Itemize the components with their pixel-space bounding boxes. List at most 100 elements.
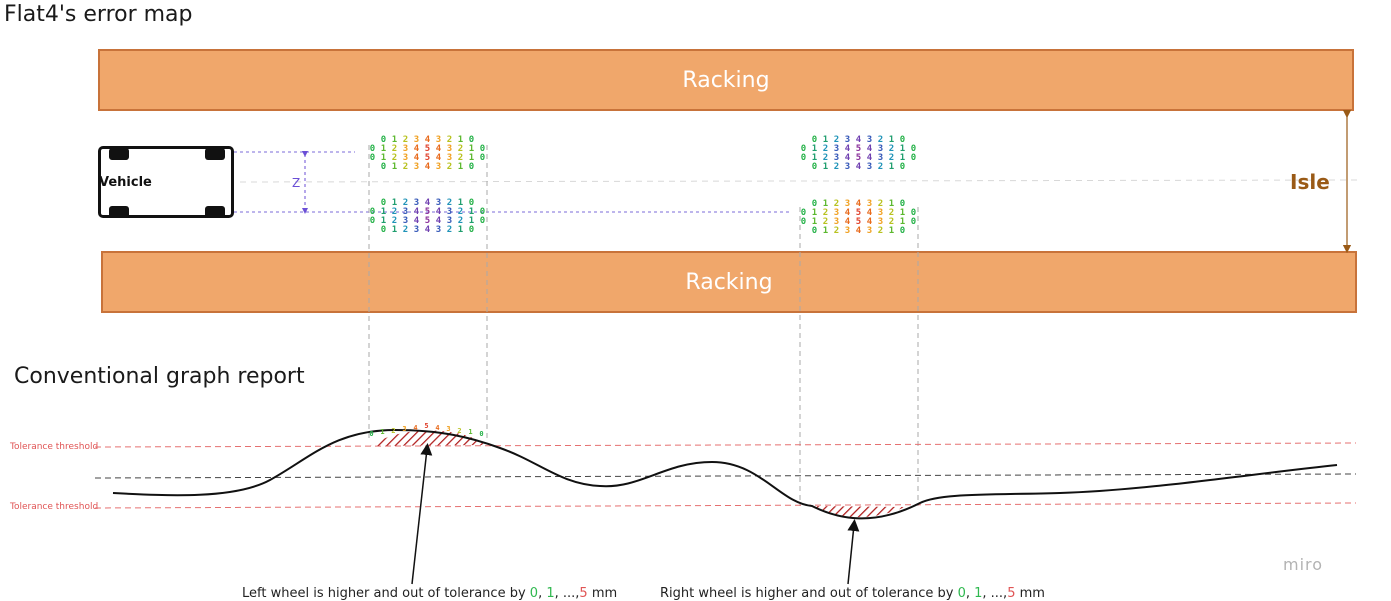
error-value: 4 — [844, 144, 851, 154]
error-value: 0 — [899, 226, 906, 236]
error-value: 1 — [811, 153, 818, 163]
error-value: 3 — [866, 226, 873, 236]
error-value: 4 — [435, 423, 440, 432]
error-value: 0 — [910, 217, 917, 227]
error-value: 5 — [855, 208, 862, 218]
caption-left: Left wheel is higher and out of toleranc… — [242, 586, 617, 601]
error-value: 0 — [479, 153, 486, 163]
error-value: 1 — [457, 225, 464, 235]
error-value: 3 — [413, 135, 420, 145]
error-value: 0 — [468, 162, 475, 172]
caption-left-sep-1: , — [538, 586, 547, 601]
error-value: 3 — [833, 208, 840, 218]
error-value: 4 — [413, 423, 418, 432]
error-value: 2 — [402, 162, 409, 172]
error-value: 0 — [811, 162, 818, 172]
racking-top-label: Racking — [682, 67, 770, 93]
error-value: 2 — [402, 225, 409, 235]
tolerance-label-bottom: Tolerance threshold — [10, 502, 99, 512]
error-value: 2 — [457, 144, 464, 154]
caption-right-unit: mm — [1015, 586, 1045, 601]
error-value: 2 — [833, 199, 840, 209]
error-value: 3 — [402, 207, 409, 217]
error-value: 2 — [822, 217, 829, 227]
error-value: 2 — [822, 144, 829, 154]
error-value: 0 — [811, 135, 818, 145]
caption-left-value-1: 1 — [546, 586, 555, 601]
error-value: 0 — [380, 225, 387, 235]
caption-right-text: Right wheel is higher and out of toleran… — [660, 586, 958, 601]
error-value: 1 — [380, 207, 387, 217]
error-value: 3 — [877, 153, 884, 163]
error-value: 0 — [468, 198, 475, 208]
error-value: 5 — [424, 144, 431, 154]
error-value: 2 — [877, 162, 884, 172]
error-value: 1 — [457, 135, 464, 145]
error-value: 1 — [888, 226, 895, 236]
error-value: 2 — [446, 198, 453, 208]
error-value: 3 — [844, 199, 851, 209]
error-value: 0 — [479, 144, 486, 154]
error-value: 1 — [899, 144, 906, 154]
error-value: 4 — [435, 216, 442, 226]
error-value: 1 — [822, 135, 829, 145]
error-value: 4 — [413, 153, 420, 163]
error-value: 5 — [424, 153, 431, 163]
caption-left-text: Left wheel is higher and out of toleranc… — [242, 586, 530, 601]
profile-curve — [112, 428, 1338, 520]
error-value: 2 — [457, 216, 464, 226]
error-value: 1 — [811, 217, 818, 227]
vehicle-label: Vehicle — [99, 175, 152, 190]
error-value: 2 — [457, 153, 464, 163]
caption-right-value-0: 0 — [957, 586, 966, 601]
error-value: 2 — [877, 135, 884, 145]
error-value: 3 — [402, 144, 409, 154]
error-value: 4 — [855, 135, 862, 145]
error-value: 1 — [822, 199, 829, 209]
error-value: 3 — [402, 153, 409, 163]
caption-left-value-5: 5 — [579, 586, 588, 601]
tolerance-line-top — [94, 442, 1357, 448]
error-value: 1 — [468, 144, 475, 154]
vehicle-wheel-rear-left — [205, 148, 225, 160]
caption-left-value-0: 0 — [529, 586, 539, 601]
error-value: 0 — [380, 135, 387, 145]
error-value: 4 — [866, 144, 873, 154]
error-value: 0 — [479, 430, 484, 438]
error-value: 0 — [380, 162, 387, 172]
error-value: 4 — [844, 217, 851, 227]
caption-left-sep-2: , ..., — [554, 586, 580, 601]
error-value: 4 — [413, 207, 420, 217]
error-value: 1 — [468, 216, 475, 226]
isle-label: Isle — [1290, 170, 1330, 194]
error-value: 2 — [877, 226, 884, 236]
zero-line — [94, 473, 1357, 479]
error-value: 1 — [380, 153, 387, 163]
error-value: 2 — [833, 162, 840, 172]
error-value: 2 — [402, 135, 409, 145]
error-value: 4 — [424, 162, 431, 172]
error-value: 2 — [446, 225, 453, 235]
error-value: 1 — [468, 207, 475, 217]
tolerance-line-bottom — [94, 502, 1357, 509]
error-value: 3 — [877, 144, 884, 154]
z-label: Z — [292, 176, 301, 190]
racking-top: Racking — [98, 49, 1354, 111]
error-value: 1 — [888, 135, 895, 145]
error-value: 3 — [413, 198, 420, 208]
error-value: 1 — [457, 198, 464, 208]
error-value: 0 — [811, 199, 818, 209]
